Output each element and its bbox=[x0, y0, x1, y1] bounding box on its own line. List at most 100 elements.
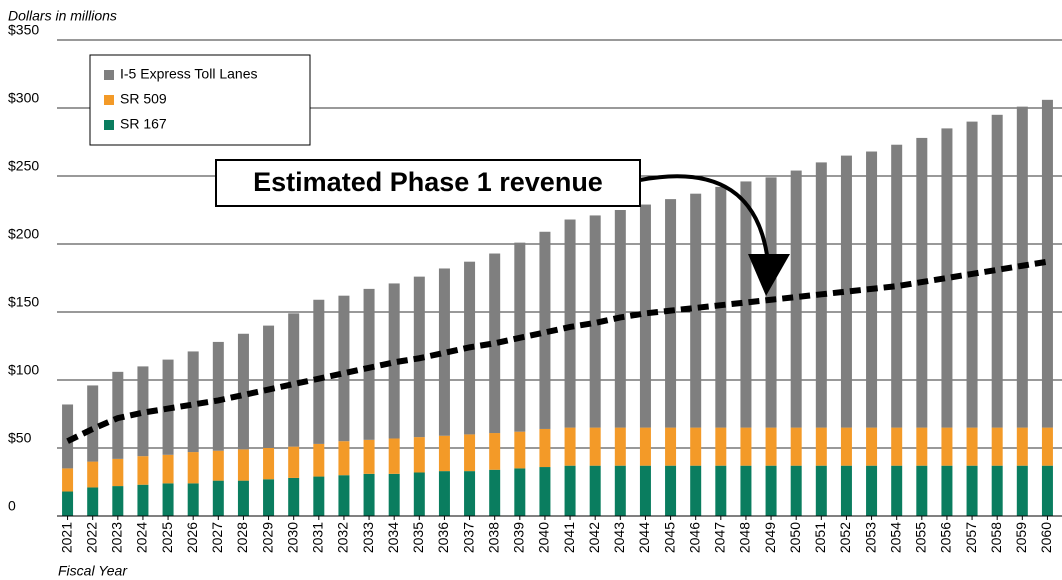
annotation-arrow bbox=[639, 174, 770, 263]
x-tick-label: 2042 bbox=[586, 522, 602, 553]
bar-segment bbox=[137, 366, 149, 457]
bar-segment bbox=[288, 446, 300, 478]
legend-swatch bbox=[104, 95, 114, 105]
bar-segment bbox=[564, 219, 576, 428]
x-tick-label: 2027 bbox=[209, 522, 225, 553]
x-tick-label: 2036 bbox=[435, 522, 451, 553]
y-tick-label: $150 bbox=[8, 294, 39, 310]
bar-segment bbox=[338, 295, 350, 442]
x-tick-label: 2025 bbox=[159, 522, 175, 553]
lines bbox=[66, 258, 1048, 444]
bar-segment bbox=[1016, 427, 1028, 466]
bar-segment bbox=[614, 427, 626, 466]
bar-segment bbox=[1016, 465, 1028, 516]
x-tick-label: 2047 bbox=[712, 522, 728, 553]
x-tick-label: 2049 bbox=[762, 522, 778, 553]
x-tick-label: 2034 bbox=[385, 522, 401, 553]
bar-segment bbox=[338, 441, 350, 476]
x-tick-label: 2051 bbox=[812, 522, 828, 553]
bar-segment bbox=[589, 215, 601, 428]
bar-segment bbox=[715, 427, 727, 466]
y-tick-label: $200 bbox=[8, 226, 39, 242]
bar-segment bbox=[815, 427, 827, 466]
bar-segment bbox=[891, 465, 903, 516]
bar-segment bbox=[866, 465, 878, 516]
x-tick-label: 2021 bbox=[58, 522, 74, 553]
bar-segment bbox=[489, 253, 501, 434]
bar-segment bbox=[137, 456, 149, 485]
x-tick-label: 2053 bbox=[862, 522, 878, 553]
x-tick-label: 2055 bbox=[913, 522, 929, 553]
bar-segment bbox=[363, 473, 375, 516]
bar-segment bbox=[966, 427, 978, 466]
bar-segment bbox=[288, 313, 300, 447]
bar-segment bbox=[288, 477, 300, 516]
legend-box bbox=[89, 54, 311, 146]
legend-label: SR 167 bbox=[120, 116, 167, 132]
bar-segment bbox=[438, 471, 450, 516]
bar-segment bbox=[313, 443, 325, 477]
x-axis-label: Fiscal Year bbox=[58, 563, 128, 579]
bar-segment bbox=[187, 452, 199, 484]
bar-segment bbox=[790, 427, 802, 466]
bar-segment bbox=[162, 454, 174, 484]
bar-segment bbox=[941, 465, 953, 516]
bar-segment bbox=[941, 427, 953, 466]
y-tick-label: $100 bbox=[8, 362, 39, 378]
bar-segment bbox=[363, 439, 375, 474]
y-tick-label: $50 bbox=[8, 430, 32, 446]
bar-segment bbox=[162, 483, 174, 516]
bar-segment bbox=[840, 155, 852, 428]
bar-segment bbox=[916, 465, 928, 516]
x-tick-label: 2058 bbox=[988, 522, 1004, 553]
bar-segment bbox=[338, 475, 350, 516]
bar-segment bbox=[87, 461, 99, 488]
x-tick-label: 2041 bbox=[561, 522, 577, 553]
bar-segment bbox=[866, 427, 878, 466]
bar-segment bbox=[464, 471, 476, 516]
bar-segment bbox=[514, 431, 526, 469]
bar-segment bbox=[438, 268, 450, 436]
y-tick-label: $300 bbox=[8, 90, 39, 106]
bar-segment bbox=[1041, 99, 1053, 428]
bar-segment bbox=[388, 438, 400, 474]
bar-segment bbox=[212, 341, 224, 451]
bar-segment bbox=[237, 449, 249, 481]
x-tick-label: 2056 bbox=[938, 522, 954, 553]
bar-segment bbox=[589, 465, 601, 516]
x-tick-label: 2045 bbox=[661, 522, 677, 553]
bar-segment bbox=[564, 465, 576, 516]
y-tick-label: $250 bbox=[8, 158, 39, 174]
x-tick-label: 2050 bbox=[787, 522, 803, 553]
bar-segment bbox=[740, 427, 752, 466]
x-tick-label: 2032 bbox=[335, 522, 351, 553]
x-tick-label: 2022 bbox=[83, 522, 99, 553]
legend-swatch bbox=[104, 120, 114, 130]
bar-segment bbox=[539, 428, 551, 468]
x-tick-label: 2030 bbox=[284, 522, 300, 553]
legend-label: SR 509 bbox=[120, 91, 167, 107]
x-tick-label: 2028 bbox=[234, 522, 250, 553]
bar-segment bbox=[589, 427, 601, 466]
bar-segment bbox=[966, 465, 978, 516]
annotation: Estimated Phase 1 revenue bbox=[253, 167, 603, 197]
bar-segment bbox=[87, 487, 99, 516]
bar-segment bbox=[212, 450, 224, 481]
bar-segment bbox=[941, 128, 953, 428]
bar-segment bbox=[639, 427, 651, 466]
x-tick-label: 2048 bbox=[737, 522, 753, 553]
bar-segment bbox=[840, 465, 852, 516]
bar-segment bbox=[187, 351, 199, 453]
bar-segment bbox=[665, 465, 677, 516]
bar-segment bbox=[62, 404, 74, 469]
legend-swatch bbox=[104, 70, 114, 80]
bar-segment bbox=[388, 283, 400, 439]
bar-segment bbox=[313, 299, 325, 444]
bar-segment bbox=[991, 427, 1003, 466]
bar-segment bbox=[690, 193, 702, 428]
bar-segment bbox=[263, 479, 275, 516]
bar-segment bbox=[690, 427, 702, 466]
x-tick-label: 2024 bbox=[134, 522, 150, 553]
x-tick-label: 2029 bbox=[259, 522, 275, 553]
bar-segment bbox=[438, 435, 450, 472]
